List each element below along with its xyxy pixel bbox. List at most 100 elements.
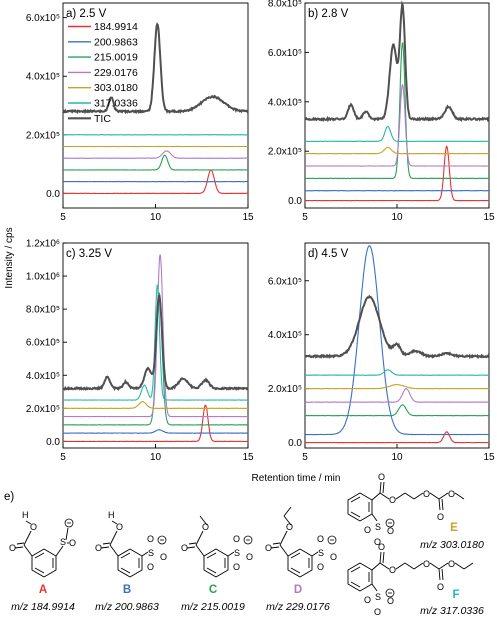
svg-text:S: S (234, 548, 240, 558)
y-tick-label: 6.0x10⁵ (268, 276, 302, 287)
svg-text:O: O (233, 562, 240, 572)
y-tick-label: 0.0 (46, 437, 60, 448)
series-line-229-0176 (305, 83, 489, 167)
svg-text:O: O (364, 595, 371, 605)
panel-3: 5 10 15 0.0 2.0x10⁵ 4.0x10⁵ 6.0x10⁵ 8.0x10⁵ 1.0x… (26, 239, 254, 464)
series-line-229-0176 (62, 254, 249, 418)
svg-text:O: O (116, 522, 123, 532)
panel-e-label: e) (4, 491, 14, 503)
y-tick-label: 8.0x10⁵ (268, 0, 302, 10)
series-line-tic (62, 294, 249, 392)
series-line-229-0176 (304, 387, 490, 403)
legend-label: 229.0176 (94, 67, 138, 79)
svg-text:S: S (318, 548, 324, 558)
compound-d-structure: O O S O O O D m/z 229.0176 (265, 506, 337, 613)
panel-4: 5 10 15 0.0 2.0x10⁵ 4.0x10⁵ 6.0x10⁵ d) 4.5 V (268, 242, 495, 463)
series-line-184-9914 (305, 145, 490, 202)
x-tick-label: 15 (242, 452, 254, 463)
svg-text:O: O (160, 552, 167, 562)
svg-text:O: O (387, 596, 394, 606)
svg-text:H: H (22, 510, 29, 520)
panel-1: 5 10 15 0.0 2.0x10⁵ 4.0x10⁵ 6.0x10⁵ a) 2.5 V184… (26, 2, 254, 223)
series-line-303-0180 (304, 146, 490, 155)
compound-f-letter: F (452, 589, 459, 601)
svg-text:O: O (378, 542, 385, 552)
series-line-303-0180 (304, 383, 490, 390)
y-tick-label: 1.2x10⁶ (26, 239, 60, 250)
svg-text:O: O (317, 562, 324, 572)
compound-f-mz: m/z 317.0336 (420, 605, 484, 617)
series-line-215-0019 (304, 404, 490, 417)
svg-text:O: O (423, 489, 430, 499)
y-tick-label: 4.0x10⁵ (26, 72, 60, 83)
compound-c-structure: O O S O O O C m/z 215.0019 (181, 515, 253, 613)
compound-d-letter: D (294, 584, 302, 596)
series-line-184-9914 (62, 169, 249, 195)
svg-text:O: O (387, 526, 394, 536)
svg-text:O: O (181, 543, 188, 553)
svg-text:O: O (95, 543, 102, 553)
svg-text:O: O (389, 495, 396, 505)
legend-label: 184.9914 (94, 21, 138, 33)
y-axis-label: Intensity / cps (4, 227, 15, 288)
panel-label: b) 2.8 V (308, 8, 349, 20)
svg-text:O: O (30, 522, 37, 532)
compound-a-letter: A (39, 584, 47, 596)
compound-b-mz: m/z 200.9863 (95, 601, 159, 613)
svg-text:O: O (448, 559, 455, 569)
svg-text:O: O (265, 543, 272, 553)
svg-text:O: O (437, 512, 444, 522)
svg-text:O: O (202, 522, 209, 532)
svg-text:O: O (233, 534, 240, 544)
y-tick-label: 2.0x10⁵ (26, 130, 60, 141)
x-axis-label: Retention time / min (252, 473, 341, 484)
x-tick-label: 5 (60, 212, 66, 223)
svg-text:O: O (69, 538, 76, 548)
svg-text:O: O (330, 552, 337, 562)
compound-b-structure: O O H S O O O B m/z 200.9863 (95, 510, 167, 613)
svg-text:S: S (375, 522, 381, 532)
svg-text:O: O (378, 472, 385, 482)
legend-label: 303.0180 (94, 82, 138, 94)
x-tick-label: 15 (483, 212, 495, 223)
x-tick-label: 5 (302, 452, 308, 463)
y-tick-label: 4.0x10⁵ (268, 330, 302, 341)
series-line-200-9863 (62, 429, 249, 434)
series-line-229-0176 (62, 150, 249, 160)
structures-panel: e) O O H S O A m/ (4, 472, 484, 617)
series-line-184-9914 (63, 404, 248, 443)
y-tick-label: 1.0x10⁶ (26, 272, 60, 283)
y-tick-label: 2.0x10⁵ (26, 404, 60, 415)
legend-label: TIC (94, 113, 111, 125)
svg-text:S: S (60, 537, 66, 547)
svg-text:S: S (148, 548, 154, 558)
svg-text:O: O (9, 543, 16, 553)
x-tick-label: 15 (483, 452, 495, 463)
svg-text:H: H (108, 510, 115, 520)
compound-c-letter: C (209, 584, 217, 596)
svg-text:O: O (374, 607, 381, 617)
y-tick-label: 0.0 (46, 189, 60, 200)
series-line-tic (304, 294, 490, 360)
series-line-317-0336 (304, 125, 489, 143)
series-line-tic (62, 22, 249, 115)
compound-a-structure: O O H S O A m/z 184.9914 (9, 510, 76, 613)
svg-text:O: O (246, 552, 253, 562)
x-tick-label: 10 (150, 212, 162, 223)
y-tick-label: 6.0x10⁵ (26, 338, 60, 349)
compound-b-letter: B (123, 584, 131, 596)
x-tick-label: 10 (150, 452, 162, 463)
compound-d-mz: m/z 229.0176 (266, 601, 330, 613)
compound-e-letter: E (450, 522, 458, 534)
y-tick-label: 6.0x10⁵ (268, 48, 302, 59)
svg-text:O: O (147, 534, 154, 544)
x-tick-label: 15 (242, 212, 254, 223)
y-tick-label: 2.0x10⁵ (268, 384, 302, 395)
series-line-215-0019 (304, 41, 490, 180)
compound-e-structure: O O O O O S O O O E m/z 303.0180 (347, 472, 484, 551)
x-tick-label: 10 (391, 452, 403, 463)
panel-label: a) 2.5 V (66, 8, 107, 20)
y-tick-label: 4.0x10⁵ (26, 371, 60, 382)
series-line-215-0019 (63, 154, 249, 171)
panel-2: 5 10 15 0.0 2.0x10⁵ 4.0x10⁵ 6.0x10⁵ 8.0x10⁵ b) 2… (268, 0, 495, 223)
